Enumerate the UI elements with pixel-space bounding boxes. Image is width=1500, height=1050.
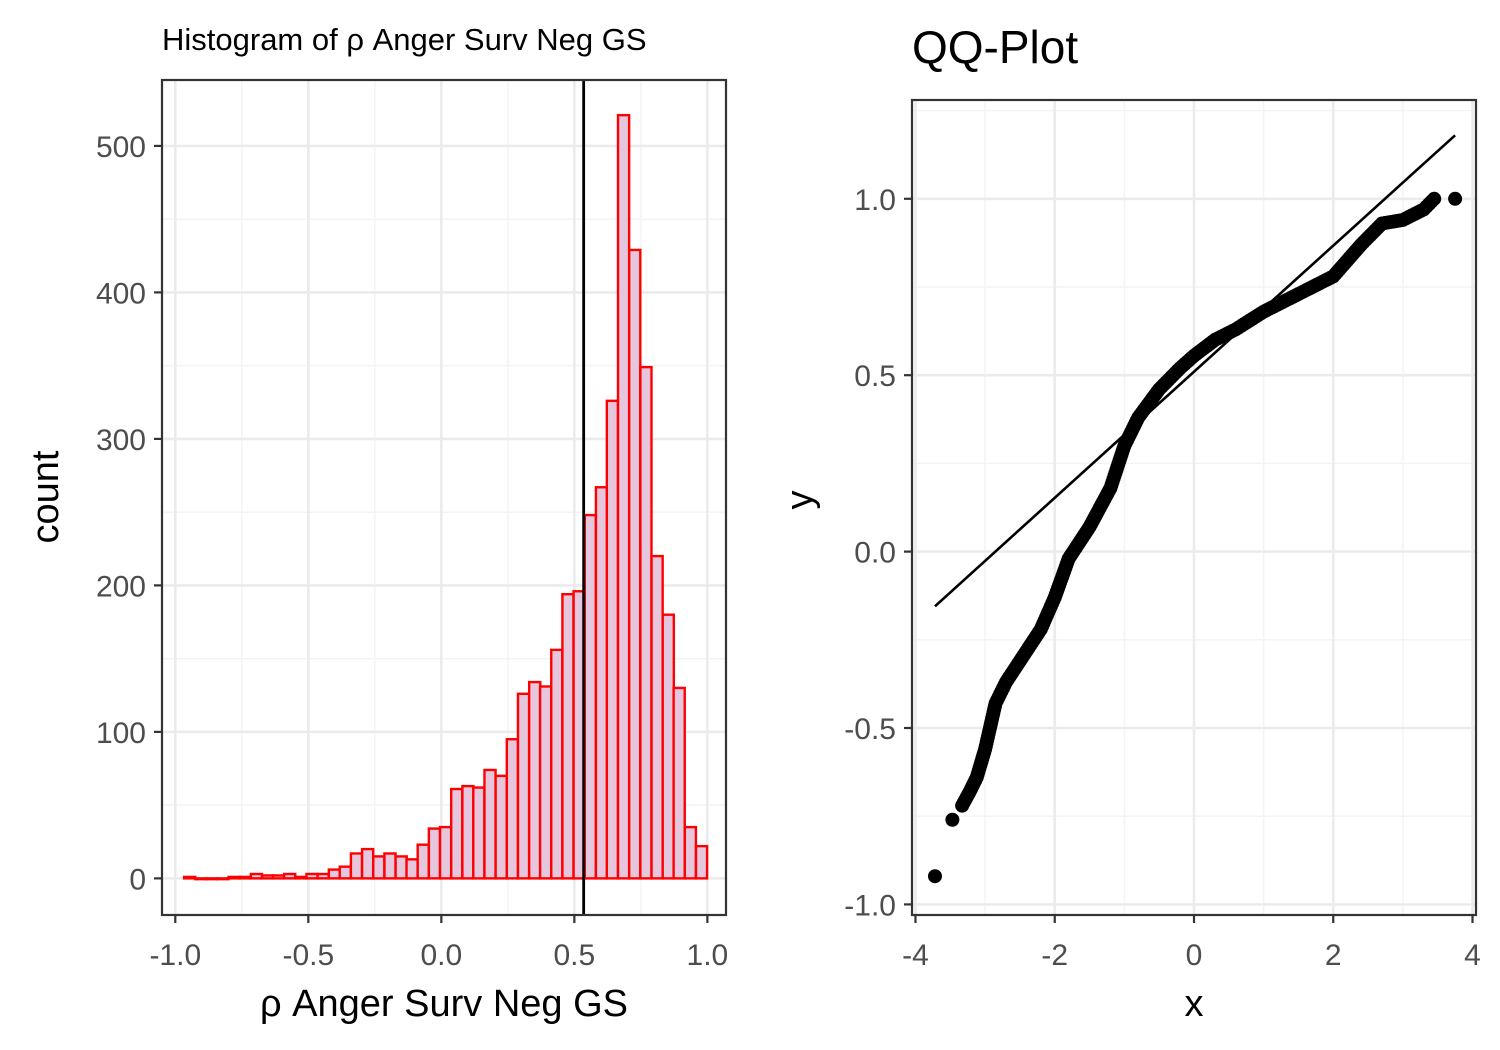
histogram-bar bbox=[550, 648, 564, 880]
histogram-bar bbox=[683, 825, 698, 880]
histogram-bar bbox=[216, 877, 230, 881]
histogram-x-axis-title: ρ Anger Surv Neg GS bbox=[260, 983, 628, 1025]
histogram-bar bbox=[282, 872, 297, 880]
histogram-bar bbox=[383, 852, 397, 880]
qq-x-tick-label: 2 bbox=[1325, 939, 1342, 972]
histogram-y-tick-label: 0 bbox=[129, 863, 146, 896]
histogram-bar bbox=[583, 513, 598, 880]
qq-grid bbox=[912, 100, 1476, 915]
histogram-y-tick-label: 400 bbox=[96, 277, 146, 310]
histogram-bar bbox=[505, 738, 520, 880]
qq-x-tick-label: 4 bbox=[1464, 939, 1481, 972]
histogram-bar bbox=[238, 875, 253, 880]
histogram-bar bbox=[594, 486, 609, 880]
histogram-bar bbox=[204, 877, 219, 881]
histogram-bar bbox=[627, 248, 642, 880]
histogram-bar bbox=[650, 554, 664, 880]
histogram-bar bbox=[527, 680, 542, 880]
histogram-x-axis: -1.0 -0.5 0.0 0.5 1.0 bbox=[149, 915, 728, 972]
histogram-y-tick-label: 100 bbox=[96, 717, 146, 750]
histogram-bar bbox=[538, 685, 553, 880]
qq-y-tick-label: -0.5 bbox=[844, 713, 896, 746]
histogram-bar bbox=[394, 855, 408, 880]
qq-y-tick-label: 0.0 bbox=[854, 537, 896, 570]
histogram-panel-border bbox=[160, 78, 728, 917]
histogram-bar bbox=[483, 768, 497, 880]
histogram-y-tick-label: 200 bbox=[96, 570, 146, 603]
qq-point bbox=[945, 812, 960, 827]
histogram-bar bbox=[694, 844, 709, 880]
qq-y-tick-label: 0.5 bbox=[854, 360, 896, 393]
qq-panel: QQ-Plot -4 -2 0 2 4 -1.0 -0.5 0.0 0.5 1.0 x y bbox=[779, 21, 1481, 1025]
histogram-bar bbox=[271, 874, 286, 880]
histogram-bar bbox=[561, 592, 575, 880]
qq-point bbox=[927, 869, 942, 884]
histogram-bar bbox=[249, 872, 264, 880]
qq-y-tick-label: 1.0 bbox=[854, 184, 896, 217]
histogram-bar bbox=[616, 113, 631, 880]
histogram-y-axis: 0 100 200 300 400 500 bbox=[96, 131, 162, 896]
histogram-bar bbox=[516, 692, 531, 880]
histogram-panel: Histogram of ρ Anger Surv Neg GS -1.0 -0.… bbox=[25, 22, 728, 1025]
histogram-bar bbox=[316, 872, 330, 880]
histogram-title-clip bbox=[750, 10, 900, 65]
qq-y-axis-title: y bbox=[779, 491, 821, 510]
qq-reference-line bbox=[934, 134, 1456, 608]
qq-title: QQ-Plot bbox=[912, 21, 1078, 73]
qq-x-axis-title: x bbox=[1185, 983, 1204, 1025]
histogram-bar bbox=[494, 774, 508, 880]
histogram-bar bbox=[327, 868, 342, 880]
histogram-x-tick-label: 0.0 bbox=[420, 939, 462, 972]
qq-x-axis: -4 -2 0 2 4 bbox=[902, 915, 1481, 972]
qq-x-tick-label: 0 bbox=[1186, 939, 1203, 972]
histogram-bar bbox=[194, 877, 208, 881]
histogram-y-axis-title: count bbox=[25, 450, 67, 543]
histogram-bar bbox=[372, 855, 386, 880]
qq-point bbox=[1448, 191, 1463, 206]
histogram-bar bbox=[294, 875, 308, 880]
histogram-bar bbox=[349, 852, 364, 880]
histogram-bar bbox=[639, 365, 653, 880]
qq-x-tick-label: -4 bbox=[902, 939, 929, 972]
histogram-bar bbox=[472, 786, 486, 880]
histogram-bar bbox=[360, 847, 375, 880]
histogram-x-tick-label: -1.0 bbox=[149, 939, 201, 972]
histogram-bar bbox=[227, 875, 241, 880]
qq-points bbox=[927, 191, 1463, 884]
histogram-x-tick-label: 1.0 bbox=[687, 939, 729, 972]
histogram-bar bbox=[338, 865, 353, 880]
qq-x-tick-label: -2 bbox=[1041, 939, 1068, 972]
histogram-bar bbox=[605, 399, 620, 880]
histogram-bar bbox=[427, 827, 442, 880]
qq-y-axis: -1.0 -0.5 0.0 0.5 1.0 bbox=[844, 184, 912, 922]
histogram-bar bbox=[405, 858, 419, 880]
histogram-bar bbox=[438, 825, 453, 880]
qq-point bbox=[1427, 191, 1442, 206]
histogram-y-tick-label: 300 bbox=[96, 424, 146, 457]
histogram-bar bbox=[672, 686, 686, 880]
histogram-x-tick-label: 0.5 bbox=[553, 939, 595, 972]
histogram-bar bbox=[182, 875, 197, 880]
histogram-bar bbox=[461, 784, 475, 880]
histogram-title: Histogram of ρ Anger Surv Neg GS bbox=[162, 22, 647, 57]
histogram-bar bbox=[260, 874, 275, 880]
histogram-bar bbox=[450, 787, 464, 880]
histogram-bar bbox=[661, 613, 676, 880]
histogram-bar bbox=[416, 843, 431, 880]
qq-y-tick-label: -1.0 bbox=[844, 889, 896, 922]
histogram-bars bbox=[182, 113, 709, 881]
histogram-y-tick-label: 500 bbox=[96, 131, 146, 164]
histogram-x-tick-label: -0.5 bbox=[282, 939, 334, 972]
histogram-bar bbox=[305, 872, 319, 880]
